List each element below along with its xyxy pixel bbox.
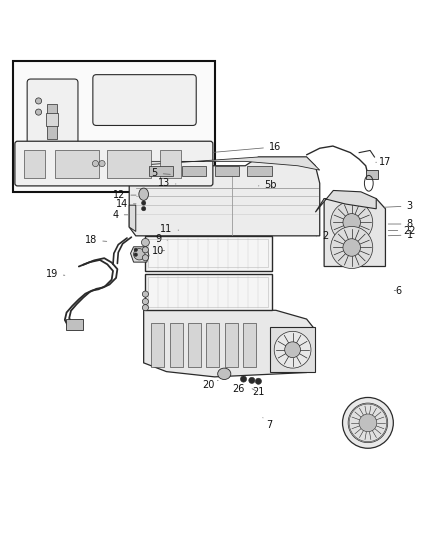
Ellipse shape bbox=[142, 291, 148, 297]
Text: 13: 13 bbox=[158, 178, 176, 188]
Bar bbox=[24, 150, 45, 178]
Ellipse shape bbox=[142, 247, 148, 253]
Polygon shape bbox=[315, 190, 376, 212]
Bar bbox=[270, 327, 315, 373]
Bar bbox=[47, 104, 57, 140]
Ellipse shape bbox=[249, 377, 255, 383]
Text: 5: 5 bbox=[152, 168, 170, 178]
Text: 22: 22 bbox=[388, 225, 416, 236]
Bar bbox=[151, 324, 164, 367]
Bar bbox=[55, 150, 99, 178]
Bar bbox=[243, 324, 256, 367]
Text: 11: 11 bbox=[160, 224, 179, 235]
Text: 8: 8 bbox=[388, 219, 413, 229]
Ellipse shape bbox=[92, 160, 99, 167]
Ellipse shape bbox=[141, 201, 146, 205]
Bar bbox=[188, 324, 201, 367]
Ellipse shape bbox=[285, 342, 300, 358]
FancyBboxPatch shape bbox=[93, 75, 196, 125]
Text: 6: 6 bbox=[394, 286, 402, 296]
Bar bbox=[366, 170, 378, 179]
Ellipse shape bbox=[142, 255, 148, 261]
Text: 17: 17 bbox=[376, 157, 392, 167]
Bar bbox=[160, 150, 181, 178]
Ellipse shape bbox=[99, 160, 105, 167]
Text: 7: 7 bbox=[263, 418, 272, 430]
Polygon shape bbox=[131, 247, 149, 262]
Ellipse shape bbox=[343, 239, 360, 256]
Polygon shape bbox=[324, 199, 385, 266]
Text: 2: 2 bbox=[316, 231, 328, 241]
Bar bbox=[145, 236, 272, 271]
Ellipse shape bbox=[274, 332, 311, 368]
FancyBboxPatch shape bbox=[15, 141, 213, 186]
Ellipse shape bbox=[134, 248, 145, 260]
Bar bbox=[66, 319, 83, 330]
Text: 16: 16 bbox=[213, 142, 281, 152]
Bar bbox=[46, 113, 58, 126]
Ellipse shape bbox=[218, 368, 231, 379]
Text: 19: 19 bbox=[46, 269, 65, 279]
Ellipse shape bbox=[141, 206, 146, 211]
Ellipse shape bbox=[343, 214, 360, 231]
Bar bbox=[182, 166, 206, 176]
Bar bbox=[170, 324, 183, 367]
FancyBboxPatch shape bbox=[27, 79, 78, 152]
Ellipse shape bbox=[240, 376, 247, 382]
Bar bbox=[247, 166, 272, 176]
Bar bbox=[215, 166, 239, 176]
Ellipse shape bbox=[331, 227, 373, 269]
Ellipse shape bbox=[134, 253, 138, 256]
Text: 20: 20 bbox=[202, 379, 218, 390]
Bar bbox=[107, 150, 151, 178]
Bar bbox=[148, 278, 268, 307]
Polygon shape bbox=[129, 157, 320, 236]
Text: 12: 12 bbox=[113, 190, 136, 200]
Ellipse shape bbox=[141, 238, 149, 246]
Text: 21: 21 bbox=[252, 387, 265, 397]
Text: 10: 10 bbox=[152, 246, 165, 256]
Bar bbox=[148, 239, 268, 268]
Bar bbox=[145, 274, 272, 310]
Ellipse shape bbox=[142, 298, 148, 304]
Ellipse shape bbox=[35, 98, 42, 104]
Polygon shape bbox=[144, 310, 315, 377]
Ellipse shape bbox=[134, 248, 138, 252]
Bar bbox=[13, 61, 215, 192]
Polygon shape bbox=[131, 157, 320, 170]
Text: 18: 18 bbox=[85, 235, 107, 245]
Text: 4: 4 bbox=[113, 210, 128, 220]
Text: 9: 9 bbox=[155, 235, 167, 244]
Text: 1: 1 bbox=[388, 230, 413, 240]
Ellipse shape bbox=[331, 201, 373, 244]
Bar bbox=[149, 166, 173, 176]
Polygon shape bbox=[129, 205, 136, 231]
Ellipse shape bbox=[349, 404, 387, 442]
Ellipse shape bbox=[139, 188, 148, 200]
Ellipse shape bbox=[343, 398, 393, 448]
Text: 26: 26 bbox=[233, 384, 245, 394]
Ellipse shape bbox=[359, 414, 377, 432]
Text: 5b: 5b bbox=[258, 180, 277, 190]
Text: 14: 14 bbox=[116, 199, 136, 209]
Ellipse shape bbox=[142, 304, 148, 311]
Ellipse shape bbox=[255, 378, 261, 384]
Bar bbox=[206, 324, 219, 367]
Ellipse shape bbox=[35, 109, 42, 115]
Text: 3: 3 bbox=[384, 201, 413, 211]
Bar bbox=[225, 324, 238, 367]
